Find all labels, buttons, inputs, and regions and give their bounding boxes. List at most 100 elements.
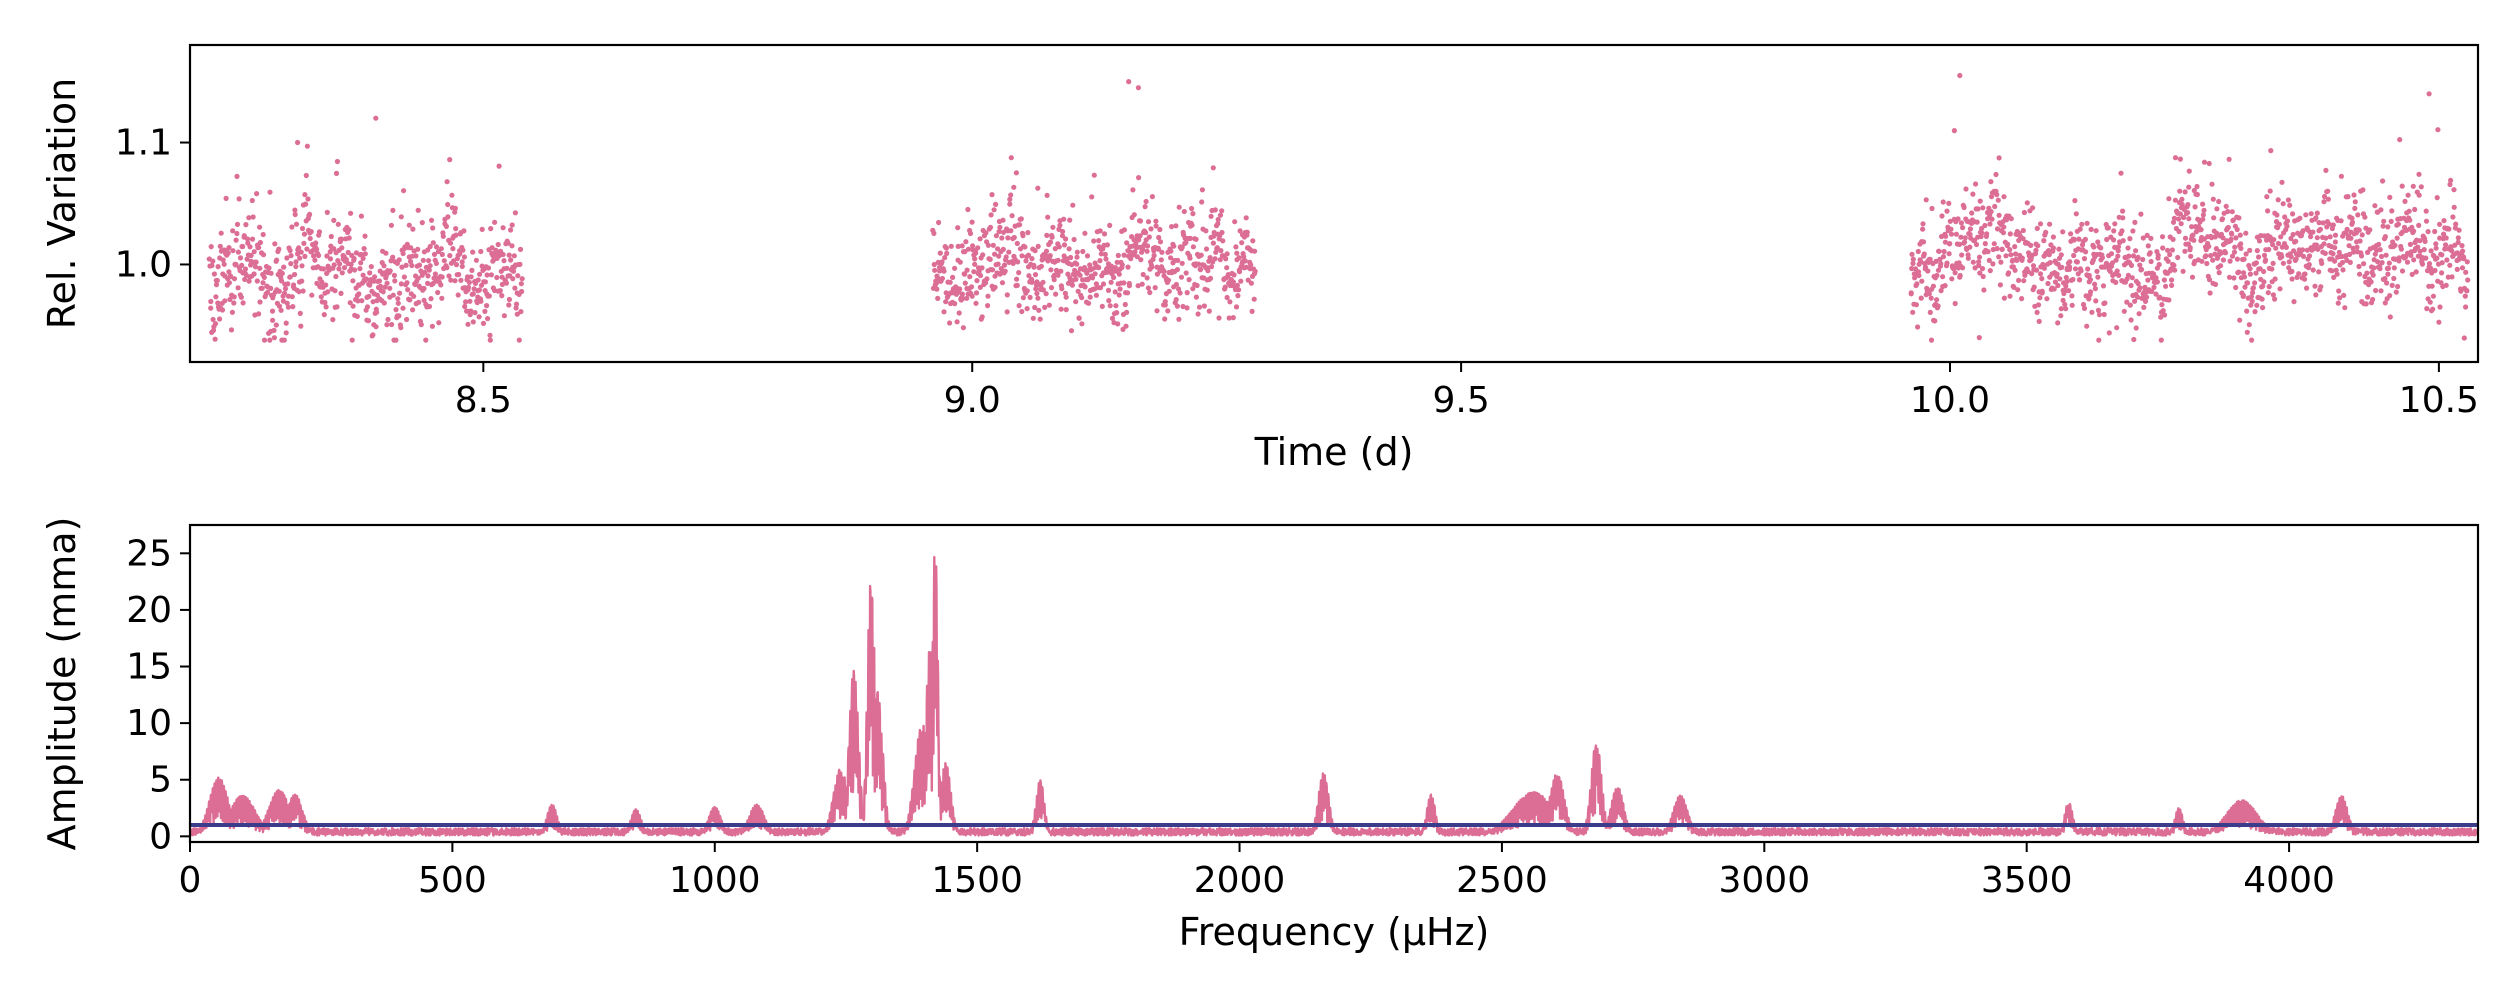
light-curve-point <box>2306 253 2313 259</box>
light-curve-point <box>2034 309 2040 315</box>
light-curve-point <box>1177 290 1183 296</box>
light-curve-point <box>2160 245 2166 251</box>
light-curve-point <box>2283 244 2289 250</box>
light-curve-point <box>226 245 232 251</box>
light-curve-point <box>2397 137 2403 143</box>
light-curve-point <box>281 337 287 343</box>
light-curve-point <box>2029 271 2035 277</box>
light-curve-point <box>2344 226 2350 232</box>
light-curve-point <box>2035 302 2042 308</box>
light-curve-point <box>1940 274 1946 280</box>
light-curve-point <box>1996 155 2002 161</box>
light-curve-point <box>261 337 268 343</box>
light-curve-point <box>1937 256 1943 262</box>
light-curve-point <box>2079 221 2085 227</box>
light-curve-point <box>1059 286 1065 292</box>
light-curve-point <box>252 264 259 270</box>
light-curve-point <box>2088 226 2094 232</box>
light-curve-point <box>2341 292 2347 298</box>
light-curve-point <box>1973 181 1979 187</box>
light-curve-point <box>1142 204 1148 210</box>
light-curve-point <box>2041 238 2047 244</box>
light-curve-point <box>1053 291 1059 297</box>
light-curve-point <box>2257 266 2263 272</box>
light-curve-point <box>360 255 366 261</box>
light-curve-point <box>321 266 327 272</box>
light-curve-point <box>2372 203 2378 209</box>
light-curve-point <box>1946 200 1952 206</box>
light-curve-point <box>1056 244 1062 250</box>
light-curve-point <box>395 300 401 306</box>
light-curve-point <box>285 281 291 287</box>
light-curve-point <box>1173 223 1179 229</box>
light-curve-point <box>2151 284 2157 290</box>
light-curve-point <box>518 281 524 287</box>
light-curve-point <box>2145 277 2151 283</box>
light-curve-point <box>1176 204 1182 210</box>
light-curve-point <box>2182 189 2188 195</box>
light-curve-point <box>2275 197 2281 203</box>
light-curve-point <box>2037 271 2044 277</box>
light-curve-point <box>2357 271 2363 277</box>
light-curve-point <box>1942 283 1948 289</box>
light-curve-point <box>1166 288 1172 294</box>
light-curve-point <box>510 268 517 274</box>
spectrum-x-axis-label: Frequency (μHz) <box>1179 910 1490 954</box>
light-curve-point <box>415 246 421 252</box>
light-curve-point <box>1035 295 1041 301</box>
light-curve-point <box>2289 276 2295 282</box>
light-curve-point <box>411 293 417 299</box>
light-curve-point <box>509 222 515 228</box>
light-curve-point <box>2323 167 2329 173</box>
light-curve-point <box>299 263 305 269</box>
light-curve-point <box>1190 286 1196 292</box>
light-curve-point <box>439 274 445 280</box>
light-curve-point <box>2395 221 2401 227</box>
light-curve-point <box>2332 258 2338 264</box>
light-curve-point <box>1179 244 1185 250</box>
light-curve-point <box>1008 192 1014 198</box>
light-curve-point <box>1183 239 1189 246</box>
light-curve-point <box>1962 235 1968 241</box>
light-curve-point <box>208 298 214 305</box>
light-curve-point <box>2030 263 2037 269</box>
light-curve-point <box>256 311 262 317</box>
light-curve-point <box>247 244 253 250</box>
light-curve-point <box>456 271 462 278</box>
light-curve-point <box>236 196 242 202</box>
light-curve-point <box>2063 283 2069 289</box>
light-curve-point <box>1045 214 1051 220</box>
light-curve-point <box>1977 198 1983 204</box>
light-curve-point <box>2163 283 2169 289</box>
light-curve-point <box>470 291 476 297</box>
light-curve-point <box>2186 184 2192 190</box>
light-curve-point <box>349 337 355 343</box>
light-curve-point <box>321 312 327 318</box>
light-curve-point <box>257 239 263 246</box>
light-curve-point <box>1996 212 2002 218</box>
light-curve-point <box>1063 236 1069 242</box>
light-curve-point <box>331 262 337 268</box>
light-curve-point <box>2180 268 2186 274</box>
light-curve-point <box>210 316 216 323</box>
light-curve-point <box>2058 252 2064 258</box>
light-curve-point <box>350 278 356 284</box>
light-curve-point <box>485 316 491 322</box>
light-curve-point <box>272 241 278 247</box>
light-curve-point <box>297 310 303 316</box>
light-curve-point <box>2297 215 2303 221</box>
light-curve-point <box>506 252 512 258</box>
light-curve-point <box>2128 317 2134 323</box>
light-curve-point <box>1000 246 1006 252</box>
light-curve-point <box>2303 212 2309 218</box>
light-curve-point <box>1073 276 1079 282</box>
light-curve-point <box>453 232 459 238</box>
light-curve-point <box>2349 219 2356 225</box>
light-curve-point <box>2412 206 2418 213</box>
light-curve-point <box>462 303 468 310</box>
light-curve-point <box>312 257 318 263</box>
light-curve-point <box>293 221 300 227</box>
spectrum-x-tick-label: 3500 <box>1981 860 2073 901</box>
light-curve-point <box>2387 314 2393 320</box>
spectrum-x-tick-label: 500 <box>418 860 487 901</box>
